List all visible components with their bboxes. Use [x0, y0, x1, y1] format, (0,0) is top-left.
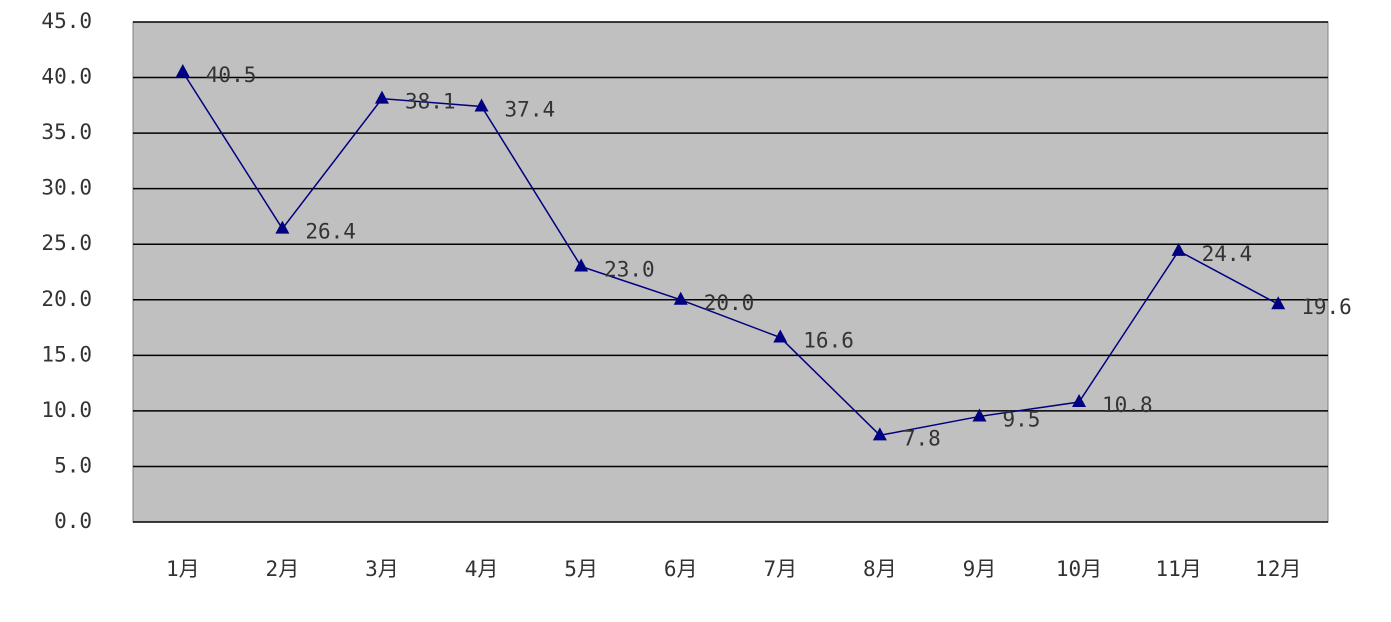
marker — [972, 408, 987, 422]
data-label: 26.4 — [305, 220, 356, 244]
x-tick-label: 2月 — [266, 557, 300, 581]
y-tick-label: 25.0 — [41, 231, 92, 255]
y-tick-label: 10.0 — [41, 398, 92, 422]
y-tick-label: 20.0 — [41, 287, 92, 311]
y-tick-label: 15.0 — [41, 342, 92, 366]
data-label: 7.8 — [903, 426, 941, 450]
data-label: 20.0 — [704, 291, 755, 315]
x-tick-label: 3月 — [365, 557, 399, 581]
marker — [872, 427, 887, 441]
x-tick-label: 10月 — [1056, 557, 1102, 581]
plot-area — [132, 21, 1329, 523]
marker — [574, 258, 589, 272]
data-label: 24.4 — [1202, 242, 1253, 266]
x-tick-label: 4月 — [465, 557, 499, 581]
y-tick-label: 5.0 — [54, 453, 92, 477]
data-label: 40.5 — [206, 63, 257, 87]
marker — [175, 64, 190, 77]
x-tick-label: 6月 — [664, 557, 698, 581]
data-label: 16.6 — [803, 329, 854, 353]
marker — [1072, 394, 1087, 407]
y-tick-label: 0.0 — [54, 509, 92, 533]
marker — [275, 220, 290, 234]
y-tick-label: 30.0 — [41, 176, 92, 200]
line — [182, 71, 1279, 437]
marker — [374, 90, 389, 104]
data-label: 38.1 — [405, 90, 456, 114]
y-tick-label: 40.0 — [41, 65, 92, 89]
data-label: 23.0 — [604, 257, 655, 281]
data-label: 19.6 — [1301, 295, 1352, 319]
data-label: 9.5 — [1002, 407, 1040, 431]
marker — [773, 329, 788, 343]
x-tick-label: 9月 — [963, 557, 997, 581]
x-tick-label: 5月 — [564, 557, 598, 581]
x-tick-label: 12月 — [1255, 557, 1301, 581]
marker — [1271, 296, 1286, 310]
y-tick-label: 45.0 — [41, 9, 92, 33]
y-tick-label: 35.0 — [41, 120, 92, 144]
marker — [673, 291, 688, 305]
x-tick-label: 7月 — [763, 557, 797, 581]
data-label: 10.8 — [1102, 393, 1153, 417]
x-tick-label: 11月 — [1155, 557, 1201, 581]
marker — [474, 98, 489, 112]
data-label: 37.4 — [505, 97, 556, 121]
x-tick-label: 1月 — [166, 557, 200, 581]
marker — [1171, 242, 1186, 256]
x-tick-label: 8月 — [863, 557, 897, 581]
